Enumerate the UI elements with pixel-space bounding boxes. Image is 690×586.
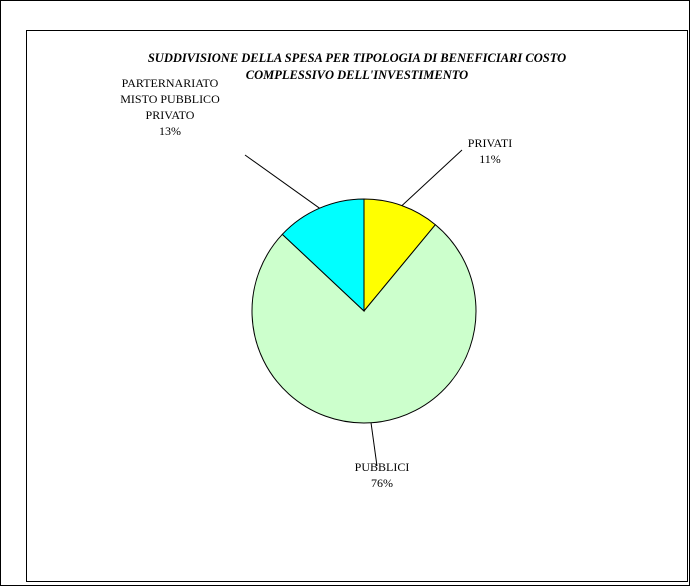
slice-label-3: PARTERNARIATO MISTO PUBBLICO PRIVATO 13%	[120, 76, 220, 138]
chart-title: SUDDIVISIONE DELLA SPESA PER TIPOLOGIA D…	[26, 50, 688, 84]
slice-name-label: MISTO PUBBLICO	[120, 92, 220, 106]
slice-percent-label: 13%	[159, 124, 181, 138]
slice-label-2: PUBBLICI 76%	[355, 460, 410, 490]
pie-slices	[251, 198, 477, 424]
slice-labels: PRIVATI 11% PUBBLICI 76% PARTERNARIATO MISTO …	[120, 76, 512, 490]
leader-lines	[244, 149, 463, 467]
slice-name-label: PUBBLICI	[355, 460, 410, 474]
leader-line-3	[244, 154, 320, 209]
pie-slice-1	[363, 198, 437, 313]
slice-name-label: PRIVATI	[468, 136, 512, 150]
leader-line-2	[370, 422, 378, 467]
slice-percent-label: 11%	[479, 152, 501, 166]
slice-name-label: PRIVATO	[146, 108, 195, 122]
slice-percent-label: 76%	[371, 476, 393, 490]
slice-name-label: PARTERNARIATO	[122, 76, 219, 90]
chart-title-line-1: SUDDIVISIONE DELLA SPESA PER TIPOLOGIA D…	[147, 51, 567, 65]
slice-label-1: PRIVATI 11%	[468, 136, 512, 166]
leader-line-1	[401, 149, 463, 206]
pie-slice-3	[281, 198, 365, 313]
pie-slice-2	[251, 223, 477, 424]
chart-title-line-2: COMPLESSIVO DELL'INVESTIMENTO	[245, 68, 469, 82]
